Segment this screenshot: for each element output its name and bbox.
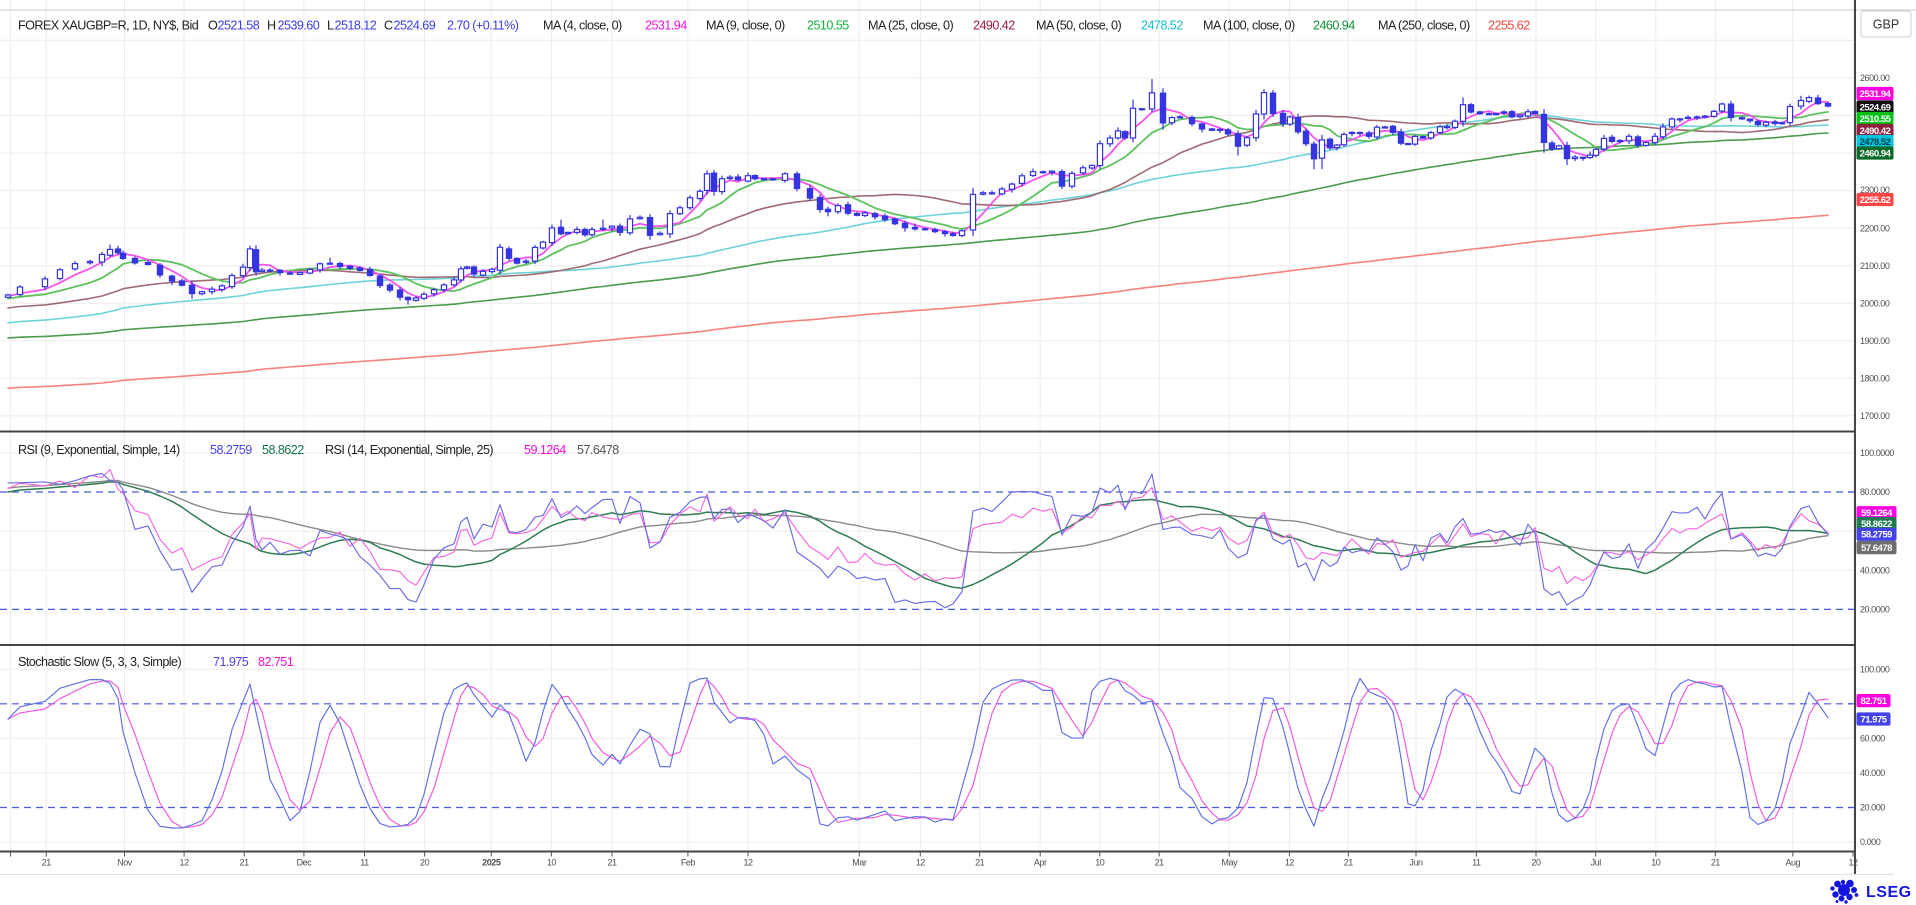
svg-text:57.6478: 57.6478 bbox=[577, 443, 619, 457]
svg-text:2510.55: 2510.55 bbox=[1860, 114, 1892, 125]
svg-text:58.2759: 58.2759 bbox=[1861, 530, 1892, 541]
svg-text:0.000: 0.000 bbox=[1860, 837, 1881, 847]
svg-text:71.975: 71.975 bbox=[1860, 714, 1887, 725]
svg-text:11: 11 bbox=[360, 858, 369, 868]
svg-text:Jun: Jun bbox=[1409, 858, 1423, 868]
svg-text:2.70 (+0.11%): 2.70 (+0.11%) bbox=[447, 19, 519, 33]
svg-text:12: 12 bbox=[1285, 858, 1295, 868]
svg-text:80.0000: 80.0000 bbox=[1860, 487, 1890, 497]
svg-text:100.0000: 100.0000 bbox=[1860, 448, 1894, 458]
svg-text:20: 20 bbox=[420, 858, 430, 868]
svg-text:Aug: Aug bbox=[1785, 858, 1800, 868]
svg-text:L: L bbox=[327, 19, 334, 33]
svg-text:21: 21 bbox=[42, 858, 52, 868]
svg-text:60.000: 60.000 bbox=[1860, 734, 1885, 744]
svg-text:20: 20 bbox=[1531, 858, 1541, 868]
svg-text:RSI (14, Exponential, Simple,: RSI (14, Exponential, Simple, 25) bbox=[325, 443, 493, 457]
svg-text:12: 12 bbox=[1848, 858, 1858, 868]
svg-text:100.000: 100.000 bbox=[1860, 665, 1890, 675]
svg-text:58.8622: 58.8622 bbox=[262, 443, 304, 457]
svg-text:40.0000: 40.0000 bbox=[1860, 566, 1890, 576]
svg-text:MA (9, close, 0): MA (9, close, 0) bbox=[706, 19, 785, 33]
svg-text:58.2759: 58.2759 bbox=[210, 443, 252, 457]
svg-text:21: 21 bbox=[1711, 858, 1721, 868]
svg-text:82.751: 82.751 bbox=[1860, 696, 1887, 707]
svg-text:MA (50, close, 0): MA (50, close, 0) bbox=[1036, 19, 1121, 33]
svg-text:FOREX XAUGBP=R, 1D, NY$, Bid: FOREX XAUGBP=R, 1D, NY$, Bid bbox=[18, 19, 199, 33]
svg-text:RSI (9, Exponential, Simple, 1: RSI (9, Exponential, Simple, 14) bbox=[18, 443, 180, 457]
svg-text:59.1264: 59.1264 bbox=[1861, 508, 1893, 519]
svg-text:2490.42: 2490.42 bbox=[1860, 126, 1891, 137]
svg-text:2518.12: 2518.12 bbox=[335, 19, 377, 33]
svg-text:C: C bbox=[384, 19, 393, 33]
svg-text:59.1264: 59.1264 bbox=[524, 443, 566, 457]
svg-text:21: 21 bbox=[975, 858, 985, 868]
svg-text:12: 12 bbox=[180, 858, 190, 868]
svg-text:71.975: 71.975 bbox=[213, 655, 249, 669]
svg-text:21: 21 bbox=[1344, 858, 1354, 868]
svg-text:2460.94: 2460.94 bbox=[1313, 19, 1355, 33]
svg-text:Jul: Jul bbox=[1591, 858, 1602, 868]
svg-text:Stochastic Slow (5, 3, 3, Simp: Stochastic Slow (5, 3, 3, Simple) bbox=[18, 655, 181, 669]
svg-text:MA (100, close, 0): MA (100, close, 0) bbox=[1203, 19, 1295, 33]
svg-text:2524.69: 2524.69 bbox=[1860, 102, 1891, 113]
svg-text:2255.62: 2255.62 bbox=[1488, 19, 1530, 33]
svg-text:2539.60: 2539.60 bbox=[278, 19, 320, 33]
svg-text:2200.00: 2200.00 bbox=[1860, 223, 1890, 233]
svg-text:2600.00: 2600.00 bbox=[1860, 73, 1890, 83]
svg-text:May: May bbox=[1221, 858, 1238, 868]
svg-text:2510.55: 2510.55 bbox=[807, 19, 849, 33]
svg-text:1700.00: 1700.00 bbox=[1860, 411, 1890, 421]
svg-text:Apr: Apr bbox=[1034, 858, 1047, 868]
svg-text:1900.00: 1900.00 bbox=[1860, 336, 1890, 346]
svg-text:MA (4, close, 0): MA (4, close, 0) bbox=[543, 19, 622, 33]
svg-text:2300.00: 2300.00 bbox=[1860, 185, 1890, 195]
svg-text:2100.00: 2100.00 bbox=[1860, 261, 1890, 271]
svg-text:10: 10 bbox=[1095, 858, 1105, 868]
svg-text:H: H bbox=[267, 19, 276, 33]
svg-text:21: 21 bbox=[240, 858, 250, 868]
svg-text:LSEG: LSEG bbox=[1866, 884, 1912, 901]
svg-text:12: 12 bbox=[916, 858, 926, 868]
svg-text:O: O bbox=[208, 19, 218, 33]
svg-text:2531.94: 2531.94 bbox=[1860, 89, 1892, 100]
svg-text:Feb: Feb bbox=[681, 858, 696, 868]
svg-text:2521.58: 2521.58 bbox=[218, 19, 260, 33]
svg-text:MA (25, close, 0): MA (25, close, 0) bbox=[868, 19, 953, 33]
svg-text:2490.42: 2490.42 bbox=[973, 19, 1015, 33]
svg-text:40.000: 40.000 bbox=[1860, 768, 1885, 778]
svg-text:11: 11 bbox=[1472, 858, 1481, 868]
svg-text:2460.94: 2460.94 bbox=[1860, 148, 1892, 159]
svg-text:58.8622: 58.8622 bbox=[1861, 519, 1892, 530]
svg-text:2478.52: 2478.52 bbox=[1141, 19, 1183, 33]
svg-text:2025: 2025 bbox=[482, 858, 501, 868]
svg-text:2478.52: 2478.52 bbox=[1860, 137, 1891, 148]
svg-text:20.0000: 20.0000 bbox=[1860, 605, 1890, 615]
svg-text:MA (250, close, 0): MA (250, close, 0) bbox=[1378, 19, 1470, 33]
svg-text:10: 10 bbox=[1651, 858, 1661, 868]
svg-text:2524.69: 2524.69 bbox=[394, 19, 436, 33]
svg-text:Mar: Mar bbox=[852, 858, 867, 868]
svg-text:12: 12 bbox=[743, 858, 753, 868]
svg-text:57.6478: 57.6478 bbox=[1861, 543, 1892, 554]
svg-text:Dec: Dec bbox=[297, 858, 313, 868]
svg-text:82.751: 82.751 bbox=[258, 655, 294, 669]
svg-text:2000.00: 2000.00 bbox=[1860, 298, 1890, 308]
svg-text:GBP: GBP bbox=[1873, 18, 1899, 32]
svg-text:10: 10 bbox=[547, 858, 557, 868]
svg-text:1800.00: 1800.00 bbox=[1860, 374, 1890, 384]
svg-text:Nov: Nov bbox=[117, 858, 133, 868]
svg-text:20.000: 20.000 bbox=[1860, 803, 1885, 813]
svg-text:21: 21 bbox=[607, 858, 617, 868]
svg-text:21: 21 bbox=[1155, 858, 1165, 868]
svg-text:2531.94: 2531.94 bbox=[645, 19, 687, 33]
svg-text:2255.62: 2255.62 bbox=[1860, 195, 1891, 206]
